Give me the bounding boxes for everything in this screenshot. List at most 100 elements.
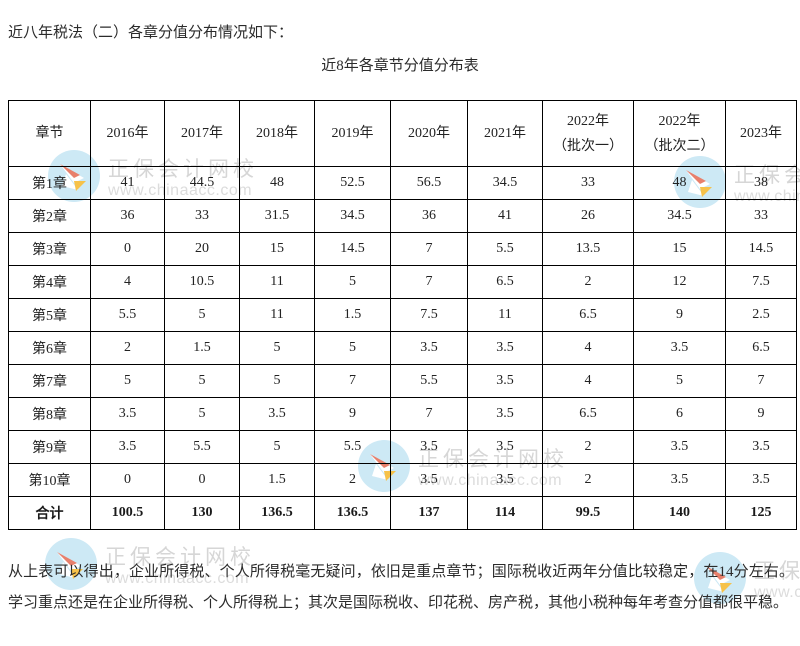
score-cell: 6.5 [542,397,634,431]
row-label: 第5章 [8,298,91,332]
score-cell: 13.5 [542,232,634,266]
score-cell: 48 [633,166,726,200]
row-label: 第6章 [8,331,91,365]
score-cell: 3.5 [725,463,797,497]
column-header: 2022年 （批次二） [633,100,726,167]
score-cell: 3.5 [467,463,543,497]
score-cell: 7.5 [390,298,468,332]
score-cell: 5 [164,298,240,332]
score-cell: 12 [633,265,726,299]
score-cell: 5 [239,331,315,365]
column-header: 2019年 [314,100,391,167]
table-row: 第10章 0 0 1.5 2 3.5 3.5 2 3.5 3.5 [8,463,797,497]
table-row: 第6章 2 1.5 5 5 3.5 3.5 4 3.5 6.5 [8,331,797,365]
score-cell: 5.5 [164,430,240,464]
column-header: 2017年 [164,100,240,167]
score-cell: 1.5 [239,463,315,497]
score-cell: 5 [314,265,391,299]
column-header: 2016年 [90,100,165,167]
table-row: 第5章 5.5 5 11 1.5 7.5 11 6.5 9 2.5 [8,298,797,332]
score-cell: 125 [725,496,797,530]
score-cell: 7.5 [725,265,797,299]
score-cell: 7 [725,364,797,398]
score-cell: 5 [164,364,240,398]
score-cell: 33 [164,199,240,233]
score-cell: 6.5 [467,265,543,299]
score-cell: 5 [90,364,165,398]
table-row: 第7章 5 5 5 7 5.5 3.5 4 5 7 [8,364,797,398]
score-cell: 114 [467,496,543,530]
score-cell: 44.5 [164,166,240,200]
intro-paragraph: 近八年税法（二）各章分值分布情况如下： [8,25,294,41]
score-cell: 4 [542,331,634,365]
score-cell: 15 [633,232,726,266]
table-row: 第3章 0 20 15 14.5 7 5.5 13.5 15 14.5 [8,232,797,266]
score-cell: 48 [239,166,315,200]
table-row: 第1章 41 44.5 48 52.5 56.5 34.5 33 48 38 [8,166,797,200]
score-cell: 3.5 [467,331,543,365]
score-cell: 3.5 [633,430,726,464]
row-label: 第7章 [8,364,91,398]
score-cell: 100.5 [90,496,165,530]
table-body: 第1章 41 44.5 48 52.5 56.5 34.5 33 48 38 第2章 36 33 31.5… [8,166,797,530]
column-header: 2018年 [239,100,315,167]
score-cell: 3.5 [633,331,726,365]
score-cell: 137 [390,496,468,530]
score-cell: 7 [390,265,468,299]
score-cell: 9 [314,397,391,431]
score-cell: 1.5 [314,298,391,332]
score-cell: 14.5 [314,232,391,266]
column-header: 2023年 [725,100,797,167]
score-cell: 5.5 [467,232,543,266]
score-cell: 5 [314,331,391,365]
score-cell: 26 [542,199,634,233]
row-label: 第4章 [8,265,91,299]
score-cell: 3.5 [390,430,468,464]
score-cell: 6.5 [725,331,797,365]
score-cell: 3.5 [467,397,543,431]
score-cell: 5.5 [390,364,468,398]
score-cell: 2 [90,331,165,365]
table-row: 第9章 3.5 5.5 5 5.5 3.5 3.5 2 3.5 3.5 [8,430,797,464]
score-cell: 5 [239,364,315,398]
score-cell: 0 [164,463,240,497]
score-cell: 15 [239,232,315,266]
row-label: 第10章 [8,463,91,497]
table-row: 第8章 3.5 5 3.5 9 7 3.5 6.5 6 9 [8,397,797,431]
score-cell: 36 [90,199,165,233]
score-cell: 2.5 [725,298,797,332]
score-cell: 3.5 [633,463,726,497]
score-cell: 7 [390,397,468,431]
score-cell: 34.5 [633,199,726,233]
column-header: 2021年 [467,100,543,167]
score-cell: 20 [164,232,240,266]
score-cell: 2 [542,463,634,497]
score-cell: 11 [467,298,543,332]
score-cell: 34.5 [314,199,391,233]
score-cell: 3.5 [467,364,543,398]
score-cell: 2 [314,463,391,497]
score-cell: 56.5 [390,166,468,200]
summary-paragraph: 从上表可以得出，企业所得税、个人所得税毫无疑问，依旧是重点章节；国际税收近两年分… [8,564,794,611]
table-row: 合计 100.5 130 136.5 136.5 137 114 99.5 140 125 [8,496,797,530]
table-row: 第4章 4 10.5 11 5 7 6.5 2 12 7.5 [8,265,797,299]
score-cell: 5 [239,430,315,464]
score-cell: 10.5 [164,265,240,299]
score-distribution-table: 章节 2016年 2017年 2018年 2019年 2020年 2021年 2022年 （批… [8,100,797,530]
score-cell: 11 [239,298,315,332]
row-label: 第2章 [8,199,91,233]
row-label: 第1章 [8,166,91,200]
score-cell: 34.5 [467,166,543,200]
score-cell: 33 [725,199,797,233]
score-cell: 7 [390,232,468,266]
score-cell: 3.5 [390,463,468,497]
score-cell: 5 [164,397,240,431]
score-cell: 4 [542,364,634,398]
table-title: 近8年各章节分值分布表 [321,58,479,74]
table-header-row: 章节 2016年 2017年 2018年 2019年 2020年 2021年 2022年 （批… [8,100,797,167]
score-cell: 1.5 [164,331,240,365]
score-cell: 52.5 [314,166,391,200]
score-cell: 41 [90,166,165,200]
score-cell: 136.5 [239,496,315,530]
